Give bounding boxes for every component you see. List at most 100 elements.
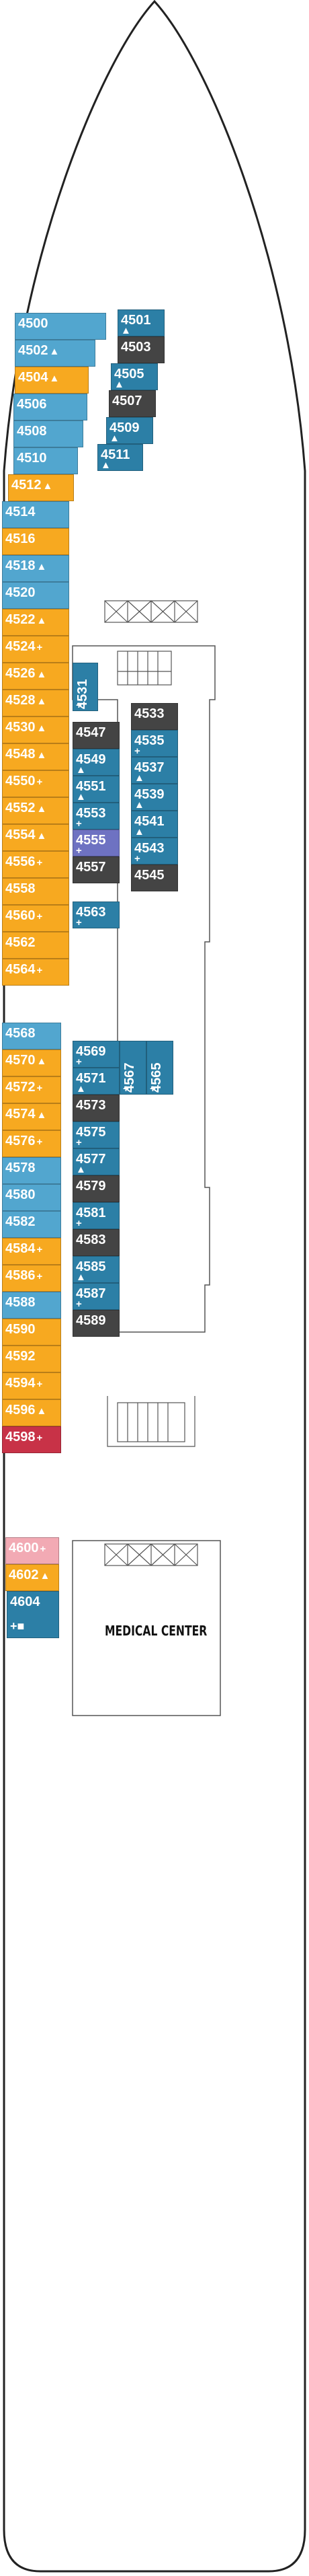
cabin-4545[interactable]: 4545	[131, 864, 178, 891]
cabin-4524[interactable]: 4524 +	[2, 636, 69, 663]
cabin-4570[interactable]: 4570 ▲	[2, 1050, 61, 1076]
cabin-4516[interactable]: 4516	[2, 528, 69, 555]
cabin-4508[interactable]: 4508	[13, 420, 83, 447]
cabin-4530[interactable]: 4530 ▲	[2, 716, 69, 743]
cabin-4547[interactable]: 4547	[73, 722, 120, 749]
cabin-4587[interactable]: 4587 +	[73, 1283, 120, 1310]
accessible-triangle-icon: ▲	[101, 459, 111, 471]
cabin-number: 4554 ▲	[5, 827, 47, 842]
cabin-4549[interactable]: 4549 ▲	[73, 749, 120, 776]
cabin-4589[interactable]: 4589	[73, 1310, 120, 1337]
accessible-triangle-icon: ▲	[49, 346, 60, 357]
cabin-4581[interactable]: 4581 +	[73, 1202, 120, 1229]
cabin-number: 4598 +	[5, 1430, 43, 1444]
cabin-4554[interactable]: 4554 ▲	[2, 824, 69, 851]
cabin-4565[interactable]: 4565 +	[146, 1041, 173, 1095]
cabin-4558[interactable]: 4558	[2, 878, 69, 905]
cabin-4594[interactable]: 4594 +	[2, 1372, 61, 1399]
cabin-number: 4570 ▲	[5, 1053, 47, 1068]
cabin-4571[interactable]: 4571 ▲	[73, 1068, 120, 1095]
cabin-number: 4509	[109, 420, 140, 435]
cabin-4584[interactable]: 4584 +	[2, 1238, 61, 1265]
cabin-4526[interactable]: 4526 ▲	[2, 663, 69, 690]
cabin-4604[interactable]: 4604 +■	[7, 1591, 59, 1638]
cabin-4522[interactable]: 4522 ▲	[2, 609, 69, 636]
cabin-4518[interactable]: 4518 ▲	[2, 555, 69, 582]
cabin-4578[interactable]: 4578	[2, 1157, 61, 1184]
extra-bed-plus-icon: +	[134, 853, 140, 864]
cabin-4520[interactable]: 4520	[2, 582, 69, 609]
cabin-4514[interactable]: 4514	[2, 501, 69, 528]
cabin-4535[interactable]: 4535 +	[131, 730, 178, 757]
cabin-4572[interactable]: 4572 +	[2, 1076, 61, 1103]
cabin-4500[interactable]: 4500	[15, 313, 106, 340]
cabin-4598[interactable]: 4598 +	[2, 1426, 61, 1453]
cabin-4567[interactable]: 4567 +	[120, 1041, 146, 1095]
cabin-4511[interactable]: 4511 ▲	[97, 444, 143, 471]
cabin-4507[interactable]: 4507	[109, 390, 156, 417]
cabin-4582[interactable]: 4582	[2, 1211, 61, 1238]
cabin-4510[interactable]: 4510	[13, 447, 78, 474]
cabin-4551[interactable]: 4551 ▲	[73, 776, 120, 803]
cabin-4506[interactable]: 4506	[13, 394, 87, 420]
cabin-4576[interactable]: 4576 +	[2, 1130, 61, 1157]
cabin-4574[interactable]: 4574 ▲	[2, 1103, 61, 1130]
extra-bed-plus-icon: +	[36, 642, 43, 653]
cabin-4580[interactable]: 4580	[2, 1184, 61, 1211]
accessible-triangle-icon: ▲	[36, 615, 47, 626]
cabin-4602[interactable]: 4602 ▲	[5, 1564, 59, 1591]
extra-bed-plus-icon: +	[76, 845, 82, 856]
cabin-4541[interactable]: 4541 ▲	[131, 811, 178, 838]
cabin-number: 4594 +	[5, 1376, 43, 1391]
cabin-number: 4503	[121, 340, 151, 355]
cabin-4557[interactable]: 4557	[73, 856, 120, 883]
cabin-4512[interactable]: 4512 ▲	[8, 474, 74, 501]
cabin-4600[interactable]: 4600 +	[5, 1537, 59, 1564]
cabin-number: 4555	[76, 833, 106, 848]
cabin-number: 4535	[134, 733, 165, 748]
cabin-4560[interactable]: 4560 +	[2, 905, 69, 932]
cabin-4501[interactable]: 4501 ▲	[118, 309, 165, 336]
cabin-number: 4507	[112, 394, 142, 408]
cabin-4531[interactable]: 4531 +	[73, 663, 98, 711]
cabin-4564[interactable]: 4564 +	[2, 959, 69, 986]
cabin-4502[interactable]: 4502 ▲	[15, 340, 95, 367]
accessible-triangle-icon: ▲	[134, 772, 144, 784]
cabin-4585[interactable]: 4585 ▲	[73, 1256, 120, 1283]
cabin-4586[interactable]: 4586 +	[2, 1265, 61, 1292]
cabin-4596[interactable]: 4596 ▲	[2, 1399, 61, 1426]
cabin-4592[interactable]: 4592	[2, 1346, 61, 1372]
cabin-4509[interactable]: 4509 ▲	[106, 417, 153, 444]
cabin-4562[interactable]: 4562	[2, 932, 69, 959]
cabin-4573[interactable]: 4573	[73, 1095, 120, 1121]
cabin-4569[interactable]: 4569 +	[73, 1041, 120, 1068]
cabin-4555[interactable]: 4555 +	[73, 830, 120, 856]
cabin-4505[interactable]: 4505 ▲	[111, 363, 158, 390]
cabin-4528[interactable]: 4528 ▲	[2, 690, 69, 716]
cabin-4563[interactable]: 4563 +	[73, 901, 120, 928]
accessible-triangle-icon: ▲	[134, 826, 144, 838]
cabin-4568[interactable]: 4568	[2, 1023, 61, 1050]
cabin-4550[interactable]: 4550 +	[2, 770, 69, 797]
cabin-4552[interactable]: 4552 ▲	[2, 797, 69, 824]
cabin-4537[interactable]: 4537 ▲	[131, 757, 178, 784]
cabin-4543[interactable]: 4543 +	[131, 838, 178, 864]
cabin-number: 4539	[134, 787, 165, 802]
cabin-4533[interactable]: 4533	[131, 703, 178, 730]
cabin-4575[interactable]: 4575 +	[73, 1121, 120, 1148]
cabin-4588[interactable]: 4588	[2, 1292, 61, 1319]
extra-bed-plus-icon: +	[36, 857, 43, 869]
cabin-4579[interactable]: 4579	[73, 1175, 120, 1202]
cabin-4503[interactable]: 4503	[118, 336, 165, 363]
cabin-4553[interactable]: 4553 +	[73, 803, 120, 830]
cabin-number: 4543	[134, 841, 165, 856]
cabin-number: 4573	[76, 1098, 106, 1113]
cabin-number: 4602 ▲	[9, 1568, 50, 1582]
cabin-4548[interactable]: 4548 ▲	[2, 743, 69, 770]
cabin-4577[interactable]: 4577 ▲	[73, 1148, 120, 1175]
cabin-4583[interactable]: 4583	[73, 1229, 120, 1256]
cabin-4539[interactable]: 4539 ▲	[131, 784, 178, 811]
cabin-4556[interactable]: 4556 +	[2, 851, 69, 878]
cabin-4504[interactable]: 4504 ▲	[15, 367, 89, 394]
cabin-4590[interactable]: 4590	[2, 1319, 61, 1346]
